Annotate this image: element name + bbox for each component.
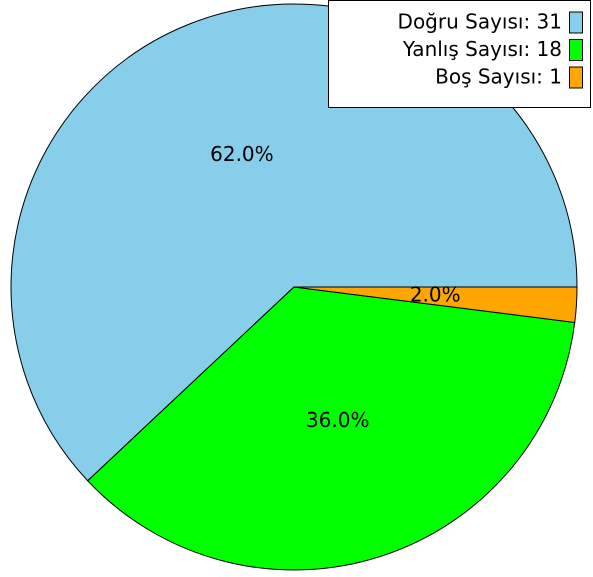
slice-label: 36.0% xyxy=(306,408,370,432)
legend-swatch xyxy=(569,39,583,61)
legend-label: Boş Sayısı: 1 xyxy=(435,65,562,89)
legend-swatch xyxy=(569,11,583,34)
legend-box xyxy=(328,0,591,108)
pie-slice xyxy=(86,286,576,571)
slice-label: 62.0% xyxy=(210,142,274,166)
legend-label: Yanlış Sayısı: 18 xyxy=(402,37,562,61)
legend-swatch xyxy=(569,66,583,89)
pie-slice xyxy=(293,286,578,324)
legend: Doğru Sayısı: 31 Yanlış Sayısı: 18 Boş Say… xyxy=(328,0,591,108)
pie-slice xyxy=(10,3,578,482)
slice-label: 2.0% xyxy=(410,282,461,306)
legend-label: Doğru Sayısı: 31 xyxy=(398,10,562,34)
